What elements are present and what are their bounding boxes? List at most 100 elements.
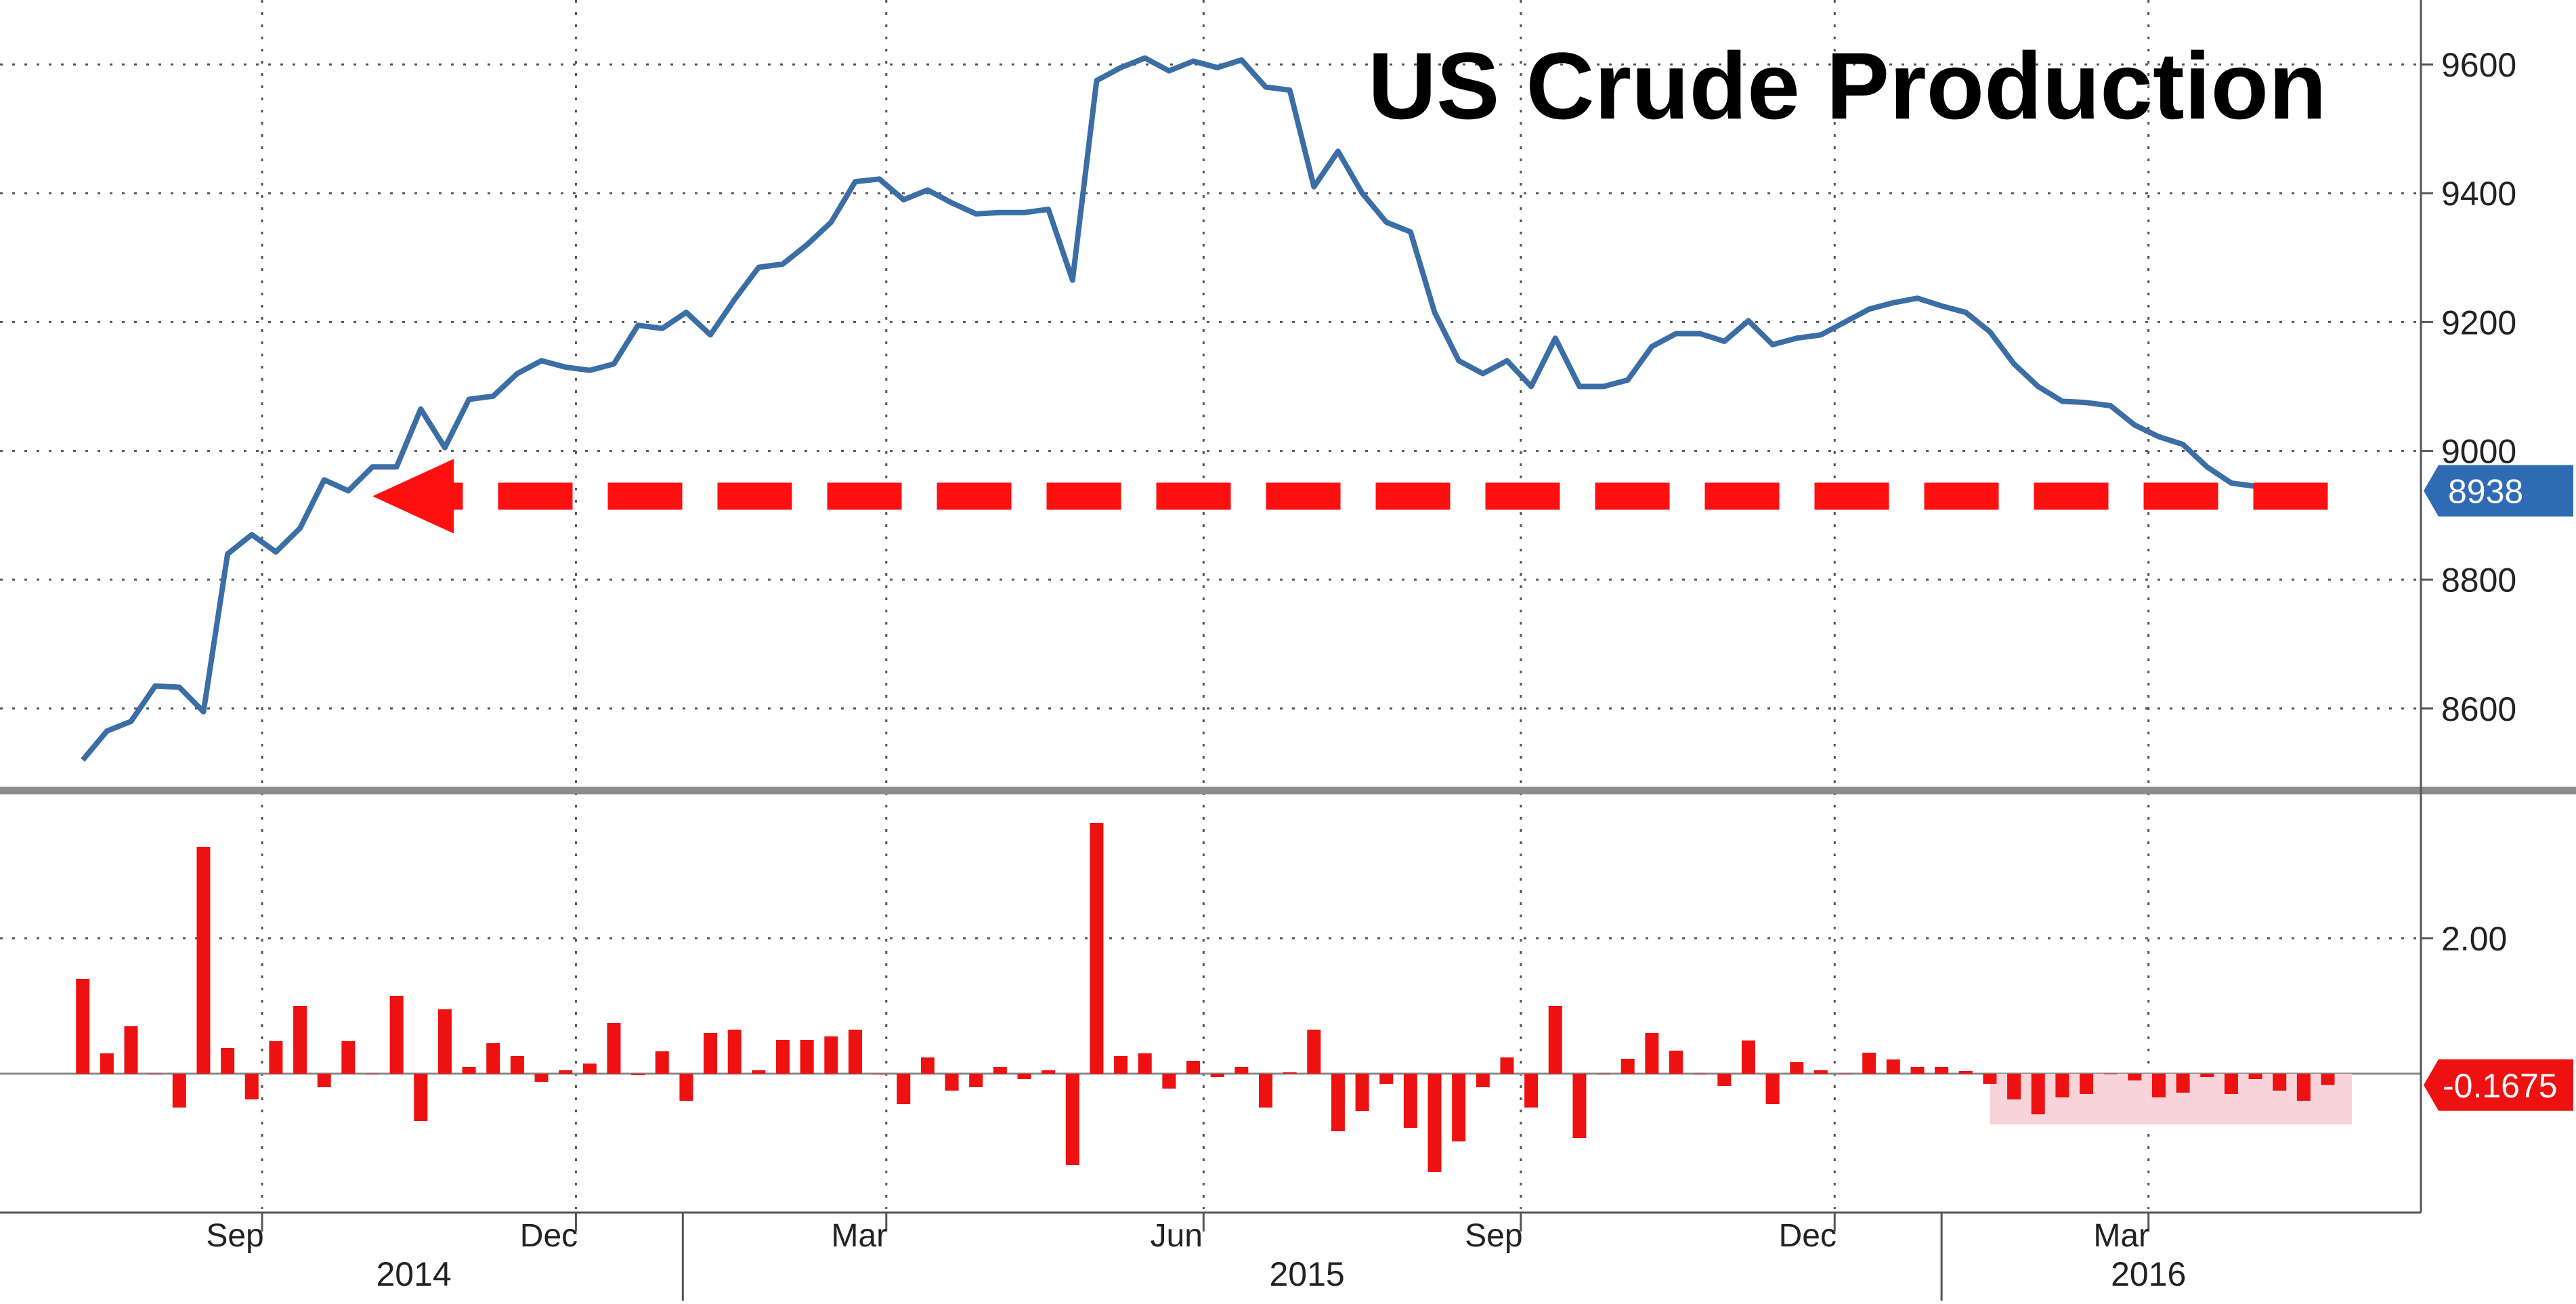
line-series xyxy=(81,55,2328,762)
bar xyxy=(196,847,211,1074)
grid xyxy=(0,0,2421,1209)
bar xyxy=(1090,823,1104,1074)
bar xyxy=(1452,1074,1466,1141)
bar xyxy=(920,1057,935,1074)
bar xyxy=(1935,1067,1949,1074)
bar xyxy=(76,979,90,1074)
bar xyxy=(221,1048,235,1074)
bar xyxy=(389,996,404,1074)
bar xyxy=(2080,1074,2094,1094)
bar xyxy=(317,1074,331,1087)
x-tick-label: Dec xyxy=(520,1218,578,1254)
bar xyxy=(969,1074,983,1087)
highlight-region xyxy=(1990,1074,2353,1124)
bar xyxy=(1645,1033,1659,1074)
bar xyxy=(1379,1074,1394,1084)
last-value-badge xyxy=(2424,1059,2573,1111)
y-tick-label: 8600 xyxy=(2441,690,2516,728)
bar xyxy=(1524,1074,1539,1108)
bar xyxy=(1862,1053,1876,1074)
bar xyxy=(945,1074,959,1091)
bar xyxy=(2273,1074,2287,1091)
y-tick-label: 9000 xyxy=(2441,433,2516,471)
bar xyxy=(1813,1070,1828,1074)
chart-title: US Crude Production xyxy=(1368,33,2327,139)
bar xyxy=(124,1026,138,1074)
bar xyxy=(1065,1074,1079,1165)
bar xyxy=(2321,1074,2335,1085)
bar xyxy=(1983,1074,1997,1084)
bar xyxy=(727,1030,742,1074)
x-tick-label: Jun xyxy=(1151,1218,1203,1254)
bar xyxy=(510,1056,524,1074)
bar xyxy=(1741,1040,1755,1074)
y-tick-label: 8800 xyxy=(2441,562,2516,600)
annotation xyxy=(372,459,2328,534)
bar xyxy=(655,1051,669,1074)
bar xyxy=(293,1006,307,1074)
bar xyxy=(2200,1074,2214,1077)
bar xyxy=(559,1070,573,1074)
bar xyxy=(2007,1074,2021,1099)
bar xyxy=(631,1074,645,1075)
bar xyxy=(800,1040,814,1074)
bar xyxy=(2176,1074,2190,1093)
bar xyxy=(1765,1074,1780,1104)
bars xyxy=(76,823,2335,1172)
bar xyxy=(679,1074,693,1101)
bar xyxy=(2248,1074,2262,1079)
bar xyxy=(776,1040,790,1074)
bar xyxy=(1548,1006,1562,1074)
bar xyxy=(1017,1074,1031,1079)
y-tick-label: 2.00 xyxy=(2441,920,2507,958)
bar xyxy=(1886,1059,1900,1074)
bar xyxy=(2151,1074,2166,1097)
x-tick-label: Sep xyxy=(206,1218,263,1254)
series-line xyxy=(81,55,2328,762)
bar xyxy=(437,1009,452,1074)
bar xyxy=(2296,1074,2311,1101)
bar xyxy=(2031,1074,2045,1114)
bar xyxy=(1162,1074,1176,1089)
bar xyxy=(1572,1074,1587,1138)
bar xyxy=(2224,1074,2238,1094)
y-tick-label: 9200 xyxy=(2441,303,2516,341)
bar xyxy=(897,1074,911,1104)
bar xyxy=(1186,1061,1201,1074)
bar xyxy=(1500,1057,1514,1074)
bar xyxy=(2055,1074,2069,1097)
x-tick-label: Mar xyxy=(831,1218,887,1254)
bar xyxy=(1235,1067,1249,1074)
bar xyxy=(100,1053,114,1074)
bar xyxy=(414,1074,428,1121)
y-tick-label: 9400 xyxy=(2441,175,2516,213)
bar xyxy=(1476,1074,1490,1087)
bar xyxy=(1258,1074,1272,1108)
x-tick-label: Sep xyxy=(1465,1218,1522,1254)
bar xyxy=(244,1074,259,1099)
bar xyxy=(582,1064,597,1074)
bar xyxy=(2128,1074,2142,1080)
bar xyxy=(1620,1059,1635,1074)
bar xyxy=(824,1036,838,1074)
last-value-label: 8938 xyxy=(2448,473,2523,511)
bar xyxy=(1403,1074,1417,1128)
bar xyxy=(1717,1074,1732,1086)
x-tick-label: Mar xyxy=(2093,1218,2149,1254)
bar xyxy=(1910,1067,1925,1074)
bar xyxy=(1958,1071,1973,1074)
bar xyxy=(1307,1030,1321,1074)
bar xyxy=(1042,1070,1056,1074)
year-label: 2015 xyxy=(1269,1255,1344,1293)
bar xyxy=(607,1023,621,1074)
bar xyxy=(1138,1053,1152,1074)
bar xyxy=(1427,1074,1442,1172)
bar xyxy=(848,1030,862,1074)
bar xyxy=(752,1070,766,1074)
bar xyxy=(462,1067,476,1074)
last-value-badge xyxy=(2424,465,2573,517)
bar xyxy=(341,1041,356,1074)
bar xyxy=(704,1033,718,1074)
